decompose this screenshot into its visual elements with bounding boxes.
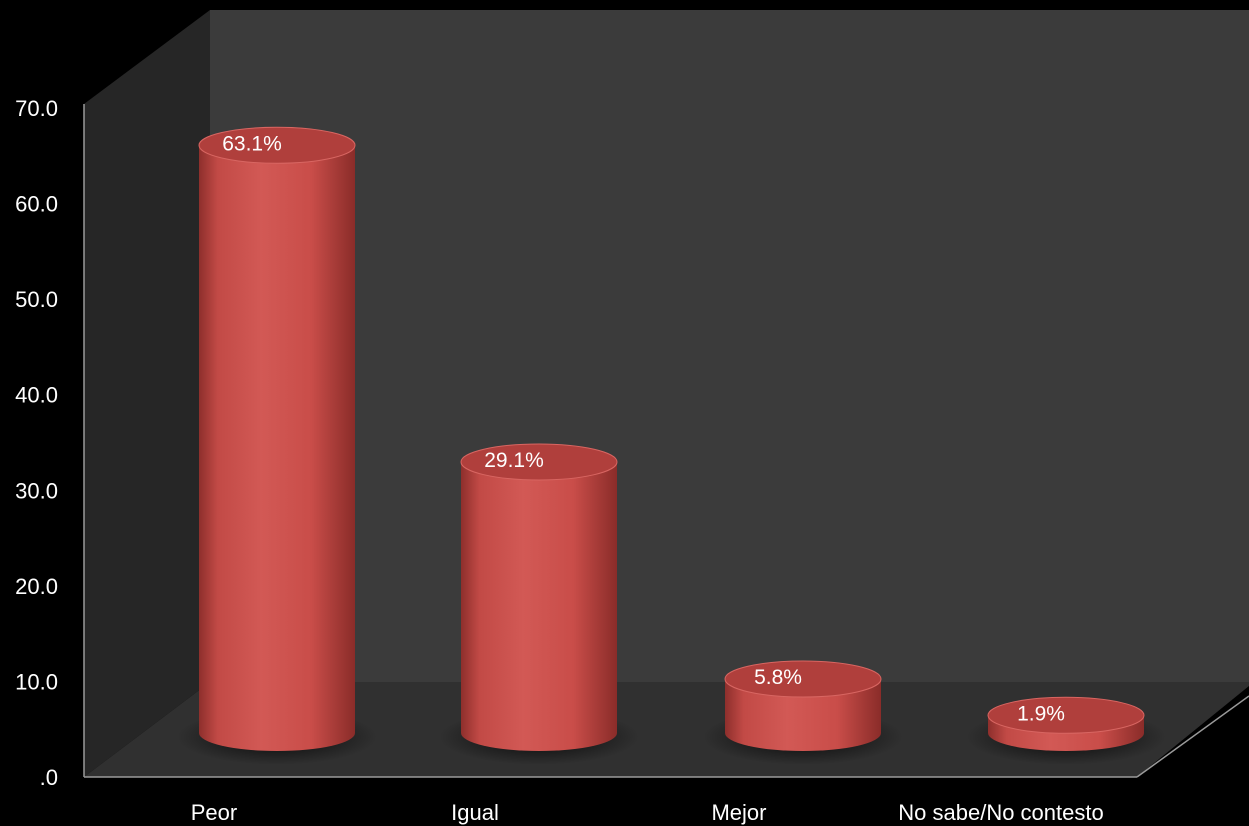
y-tick-label: .0 (40, 765, 58, 790)
bar-body (199, 145, 355, 751)
x-category-label: Peor (191, 800, 237, 825)
data-label: 63.1% (222, 132, 282, 155)
bar-top (198, 126, 356, 164)
y-tick-label: 70.0 (15, 96, 58, 121)
y-tick-labels: .0 10.0 20.0 30.0 40.0 50.0 60.0 70.0 (15, 96, 58, 790)
data-label: 29.1% (484, 449, 544, 472)
chart-back-wall (210, 10, 1249, 682)
bar: 5.8% (703, 660, 903, 765)
bar-top (987, 696, 1145, 734)
bars: 63.1% 29.1% 5.8% 1.9% (177, 126, 1166, 765)
y-tick-label: 40.0 (15, 383, 58, 408)
bar: 63.1% (177, 126, 377, 765)
x-category-label: No sabe/No contesto (898, 800, 1103, 825)
x-category-label: Igual (451, 800, 499, 825)
data-label: 5.8% (754, 666, 802, 689)
x-axis-depth-line (1136, 695, 1249, 778)
y-tick-label: 50.0 (15, 287, 58, 312)
x-category-label: Mejor (711, 800, 766, 825)
y-tick-label: 60.0 (15, 192, 58, 217)
y-tick-label: 30.0 (15, 478, 58, 503)
bar-body (725, 678, 881, 751)
bar-body (461, 461, 617, 751)
chart-floor (84, 682, 1249, 777)
data-label: 1.9% (1017, 702, 1065, 725)
y-tick-label: 20.0 (15, 574, 58, 599)
chart-side-wall (84, 10, 210, 777)
x-category-labels: Peor Igual Mejor No sabe/No contesto (191, 800, 1104, 825)
y-tick-label: 10.0 (15, 669, 58, 694)
bar-top (460, 443, 618, 481)
bar: 1.9% (966, 696, 1166, 765)
bar-top (724, 660, 882, 698)
bar: 29.1% (439, 443, 639, 765)
